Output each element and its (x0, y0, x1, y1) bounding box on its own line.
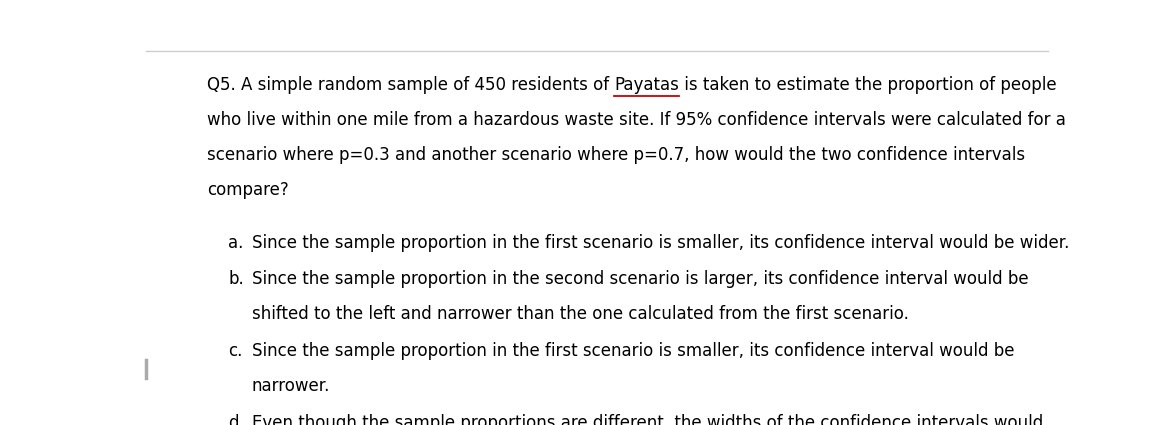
Text: b.: b. (228, 270, 244, 288)
Text: Since the sample proportion in the second scenario is larger, its confidence int: Since the sample proportion in the secon… (251, 270, 1029, 288)
Text: compare?: compare? (207, 181, 289, 198)
Text: shifted to the left and narrower than the one calculated from the first scenario: shifted to the left and narrower than th… (251, 305, 909, 323)
Text: a.: a. (228, 234, 244, 252)
Text: c.: c. (228, 342, 243, 360)
Text: d.: d. (228, 414, 244, 425)
Text: Since the sample proportion in the first scenario is smaller, its confidence int: Since the sample proportion in the first… (251, 342, 1015, 360)
Text: who live within one mile from a hazardous waste site. If 95% confidence interval: who live within one mile from a hazardou… (207, 110, 1066, 128)
Text: Q5. A simple random sample of 450 residents of: Q5. A simple random sample of 450 reside… (207, 76, 615, 94)
Text: Since the sample proportion in the first scenario is smaller, its confidence int: Since the sample proportion in the first… (251, 234, 1070, 252)
Text: is taken to estimate the proportion of people: is taken to estimate the proportion of p… (679, 76, 1057, 94)
Text: Even though the sample proportions are different, the widths of the confidence i: Even though the sample proportions are d… (251, 414, 1043, 425)
Text: narrower.: narrower. (251, 377, 331, 395)
Text: scenario where p=0.3 and another scenario where p=0.7, how would the two confide: scenario where p=0.3 and another scenari… (207, 146, 1025, 164)
Text: Payatas: Payatas (615, 76, 679, 94)
